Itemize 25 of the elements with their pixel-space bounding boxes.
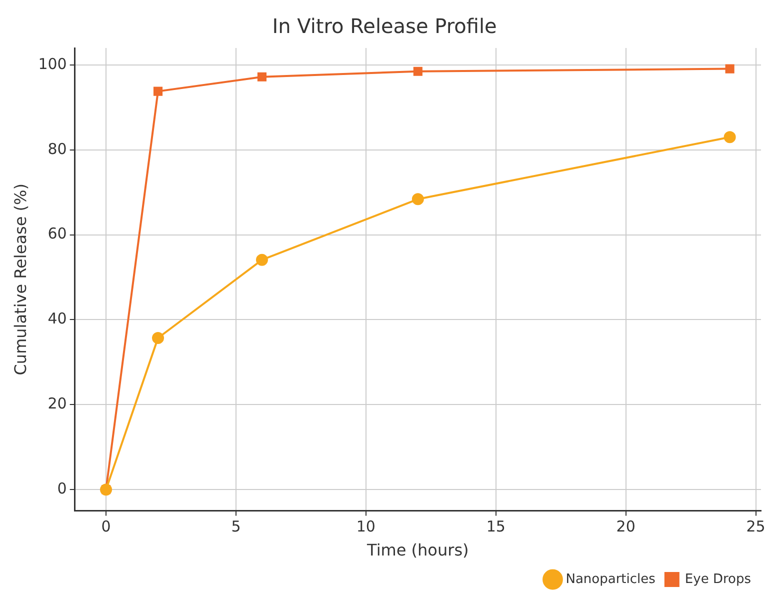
point [725, 64, 734, 74]
point [412, 193, 424, 206]
x-tick-label: 5 [231, 518, 241, 536]
x-axis-title: Time (hours) [366, 540, 469, 560]
point [724, 131, 736, 144]
y-tick-label: 80 [48, 140, 67, 158]
y-tick-label: 0 [57, 479, 67, 498]
y-tick-label: 60 [48, 224, 67, 243]
x-tick-label: 25 [746, 518, 766, 536]
y-tick-label: 40 [48, 310, 67, 328]
x-tick-label: 20 [616, 518, 636, 536]
x-tick-label: 15 [486, 518, 506, 536]
y-tick-label: 100 [38, 54, 67, 73]
y-tick-label: 20 [48, 394, 67, 413]
x-tick-label: 10 [356, 518, 376, 536]
legend-label: Nanoparticles [566, 572, 656, 587]
point [153, 86, 163, 96]
x-tick-label: 0 [101, 518, 111, 536]
point [256, 254, 268, 266]
chart-title: In Vitro Release Profile [272, 14, 497, 38]
point [413, 66, 422, 76]
legend-label: Eye Drops [684, 572, 752, 587]
y-axis-title: Cumulative Release (%) [10, 184, 30, 376]
point [257, 72, 267, 82]
point [152, 332, 164, 344]
